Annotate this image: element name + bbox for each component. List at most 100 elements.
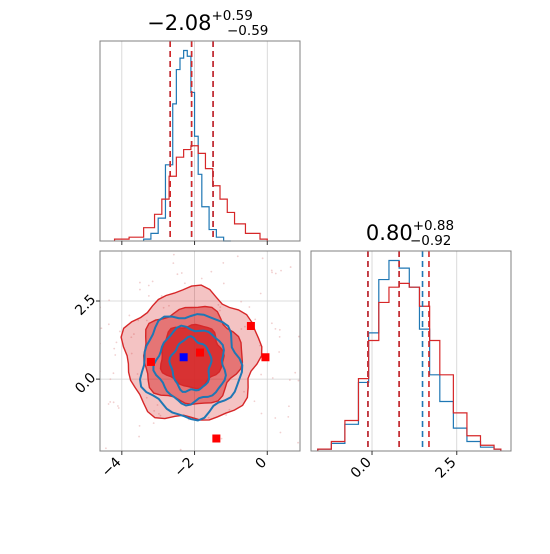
marginal-histogram-param-2: 0.0 2.5 0.80+0.88 −0.92 <box>310 218 512 482</box>
sample-point <box>130 336 133 339</box>
contour-level-2-3 <box>168 335 213 393</box>
grid-lines <box>121 41 268 241</box>
sample-point <box>139 281 141 284</box>
sample-point <box>297 379 300 382</box>
tick-marks <box>121 241 268 245</box>
sample-point <box>112 372 115 375</box>
sample-point <box>138 435 140 438</box>
quantile-lines <box>169 41 214 241</box>
title-value: 0.80 <box>366 221 413 245</box>
histogram-series-2 <box>113 145 268 241</box>
marker-square <box>146 357 155 366</box>
sample-point <box>279 431 282 434</box>
sample-point <box>288 379 291 381</box>
sample-point <box>297 441 299 444</box>
sample-point <box>236 255 239 258</box>
panel-frame <box>310 250 512 452</box>
sample-point <box>100 327 103 330</box>
panel-frame <box>99 40 301 242</box>
sample-point <box>270 269 273 272</box>
sample-point <box>168 304 170 307</box>
title-upper: +0.88 <box>413 218 454 234</box>
sample-point <box>248 306 251 308</box>
sample-point <box>158 412 160 415</box>
marker-square <box>246 322 255 330</box>
sample-point <box>130 352 133 355</box>
sample-point <box>117 407 120 409</box>
histogram-series-1 <box>317 259 502 451</box>
sample-point <box>107 323 110 326</box>
sample-point <box>287 415 290 418</box>
sample-point <box>108 299 111 302</box>
sample-point <box>147 284 150 287</box>
sample-point <box>280 269 282 272</box>
joint-contour-panel: −4 −2 00.02.5 <box>72 250 301 480</box>
tick-marks <box>96 300 268 455</box>
sample-point <box>117 405 119 407</box>
grid-lines <box>371 251 458 451</box>
sample-point <box>179 448 182 451</box>
sample-point <box>289 266 292 268</box>
sample-point <box>270 322 273 325</box>
sample-point <box>200 277 203 280</box>
sample-point <box>243 390 245 393</box>
sample-point <box>261 257 264 260</box>
sample-point <box>109 401 112 403</box>
histogram-series-group <box>317 259 502 451</box>
sample-point <box>118 330 121 333</box>
sample-point <box>274 417 277 419</box>
panel-title: 0.80+0.88 <box>366 218 454 245</box>
sample-point <box>274 327 277 330</box>
marker-square <box>261 353 270 362</box>
sample-point <box>222 262 225 264</box>
sample-point <box>274 272 277 275</box>
sample-point <box>152 422 155 425</box>
quantile-lines <box>367 251 430 451</box>
sample-point <box>207 416 210 419</box>
sample-point <box>113 347 116 350</box>
sample-point <box>271 377 274 379</box>
sample-point <box>244 325 246 328</box>
sample-point <box>176 273 179 276</box>
sample-point <box>156 404 159 406</box>
sample-point <box>240 328 243 330</box>
marker-square <box>212 434 221 443</box>
contour-level-2-1 <box>138 313 244 422</box>
sample-point <box>105 447 107 450</box>
sample-point <box>219 306 222 309</box>
title-lower: −0.92 <box>410 233 451 249</box>
sample-point <box>219 309 221 312</box>
sample-point <box>217 304 220 306</box>
sample-point <box>139 288 141 291</box>
sample-point <box>151 280 154 283</box>
sample-point <box>183 282 186 285</box>
sample-point <box>222 282 225 285</box>
sample-point <box>136 373 139 375</box>
sample-point <box>259 344 261 347</box>
marker-group <box>146 322 270 443</box>
sample-point <box>288 405 290 408</box>
sample-point <box>228 408 231 411</box>
marker-square <box>196 348 204 357</box>
sample-point <box>172 262 175 265</box>
sample-point <box>271 271 273 274</box>
sample-point <box>294 371 297 374</box>
contour-group <box>120 284 263 422</box>
histogram-series-2 <box>317 282 502 451</box>
sample-point <box>225 414 227 416</box>
sample-point <box>109 378 112 381</box>
marginal-histogram-param-1: −2.08+0.59 −0.59 <box>99 8 301 245</box>
sample-point <box>107 403 110 405</box>
histogram-series-group <box>113 49 268 242</box>
sample-point <box>137 319 140 322</box>
sample-point <box>180 272 183 274</box>
panel-frame <box>99 250 301 452</box>
sample-scatter <box>100 251 300 451</box>
sample-point <box>145 396 148 399</box>
sample-point <box>259 292 262 295</box>
sample-point <box>220 437 223 440</box>
title-value: −2.08 <box>147 11 211 35</box>
title-upper: +0.59 <box>211 8 252 24</box>
sample-point <box>278 336 281 338</box>
